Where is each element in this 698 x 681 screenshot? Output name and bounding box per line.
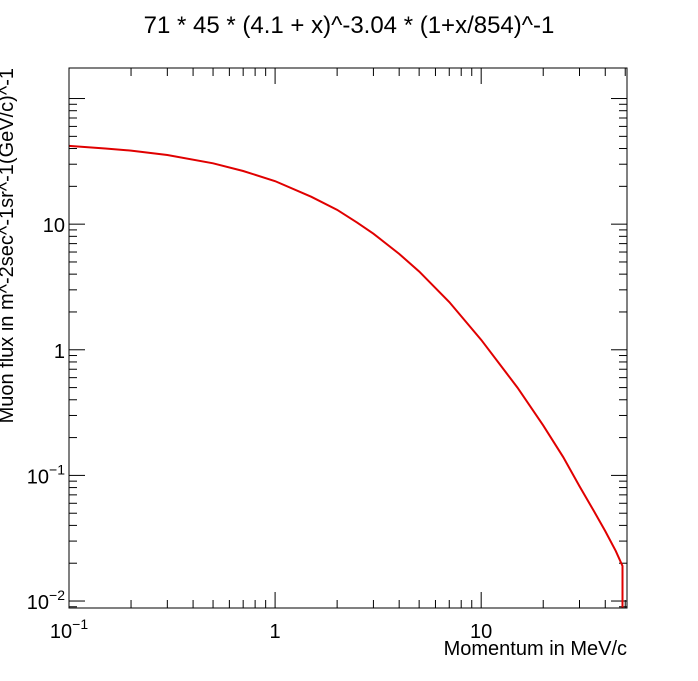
y-tick-label: 1: [54, 341, 65, 363]
y-axis-label: Muon flux in m^-2sec^-1sr^-1(GeV/c)^-1: [0, 68, 18, 423]
x-tick-label: 10−1: [50, 616, 88, 643]
plot-frame: [68, 67, 628, 609]
y-tick-label: 10: [43, 215, 65, 237]
chart-title: 71 * 45 * (4.1 + x)^-3.04 * (1+x/854)^-1: [144, 12, 555, 39]
y-tick-label: 10−1: [27, 461, 65, 488]
x-tick-label: 1: [270, 621, 281, 643]
series-line: [68, 144, 624, 608]
ticks-layer: [68, 68, 627, 608]
y-tick-label: 10−2: [27, 587, 65, 614]
x-tick-label: 10: [470, 621, 492, 643]
x-axis-label: Momentum in MeV/c: [444, 638, 627, 660]
series-layer: [68, 144, 624, 608]
